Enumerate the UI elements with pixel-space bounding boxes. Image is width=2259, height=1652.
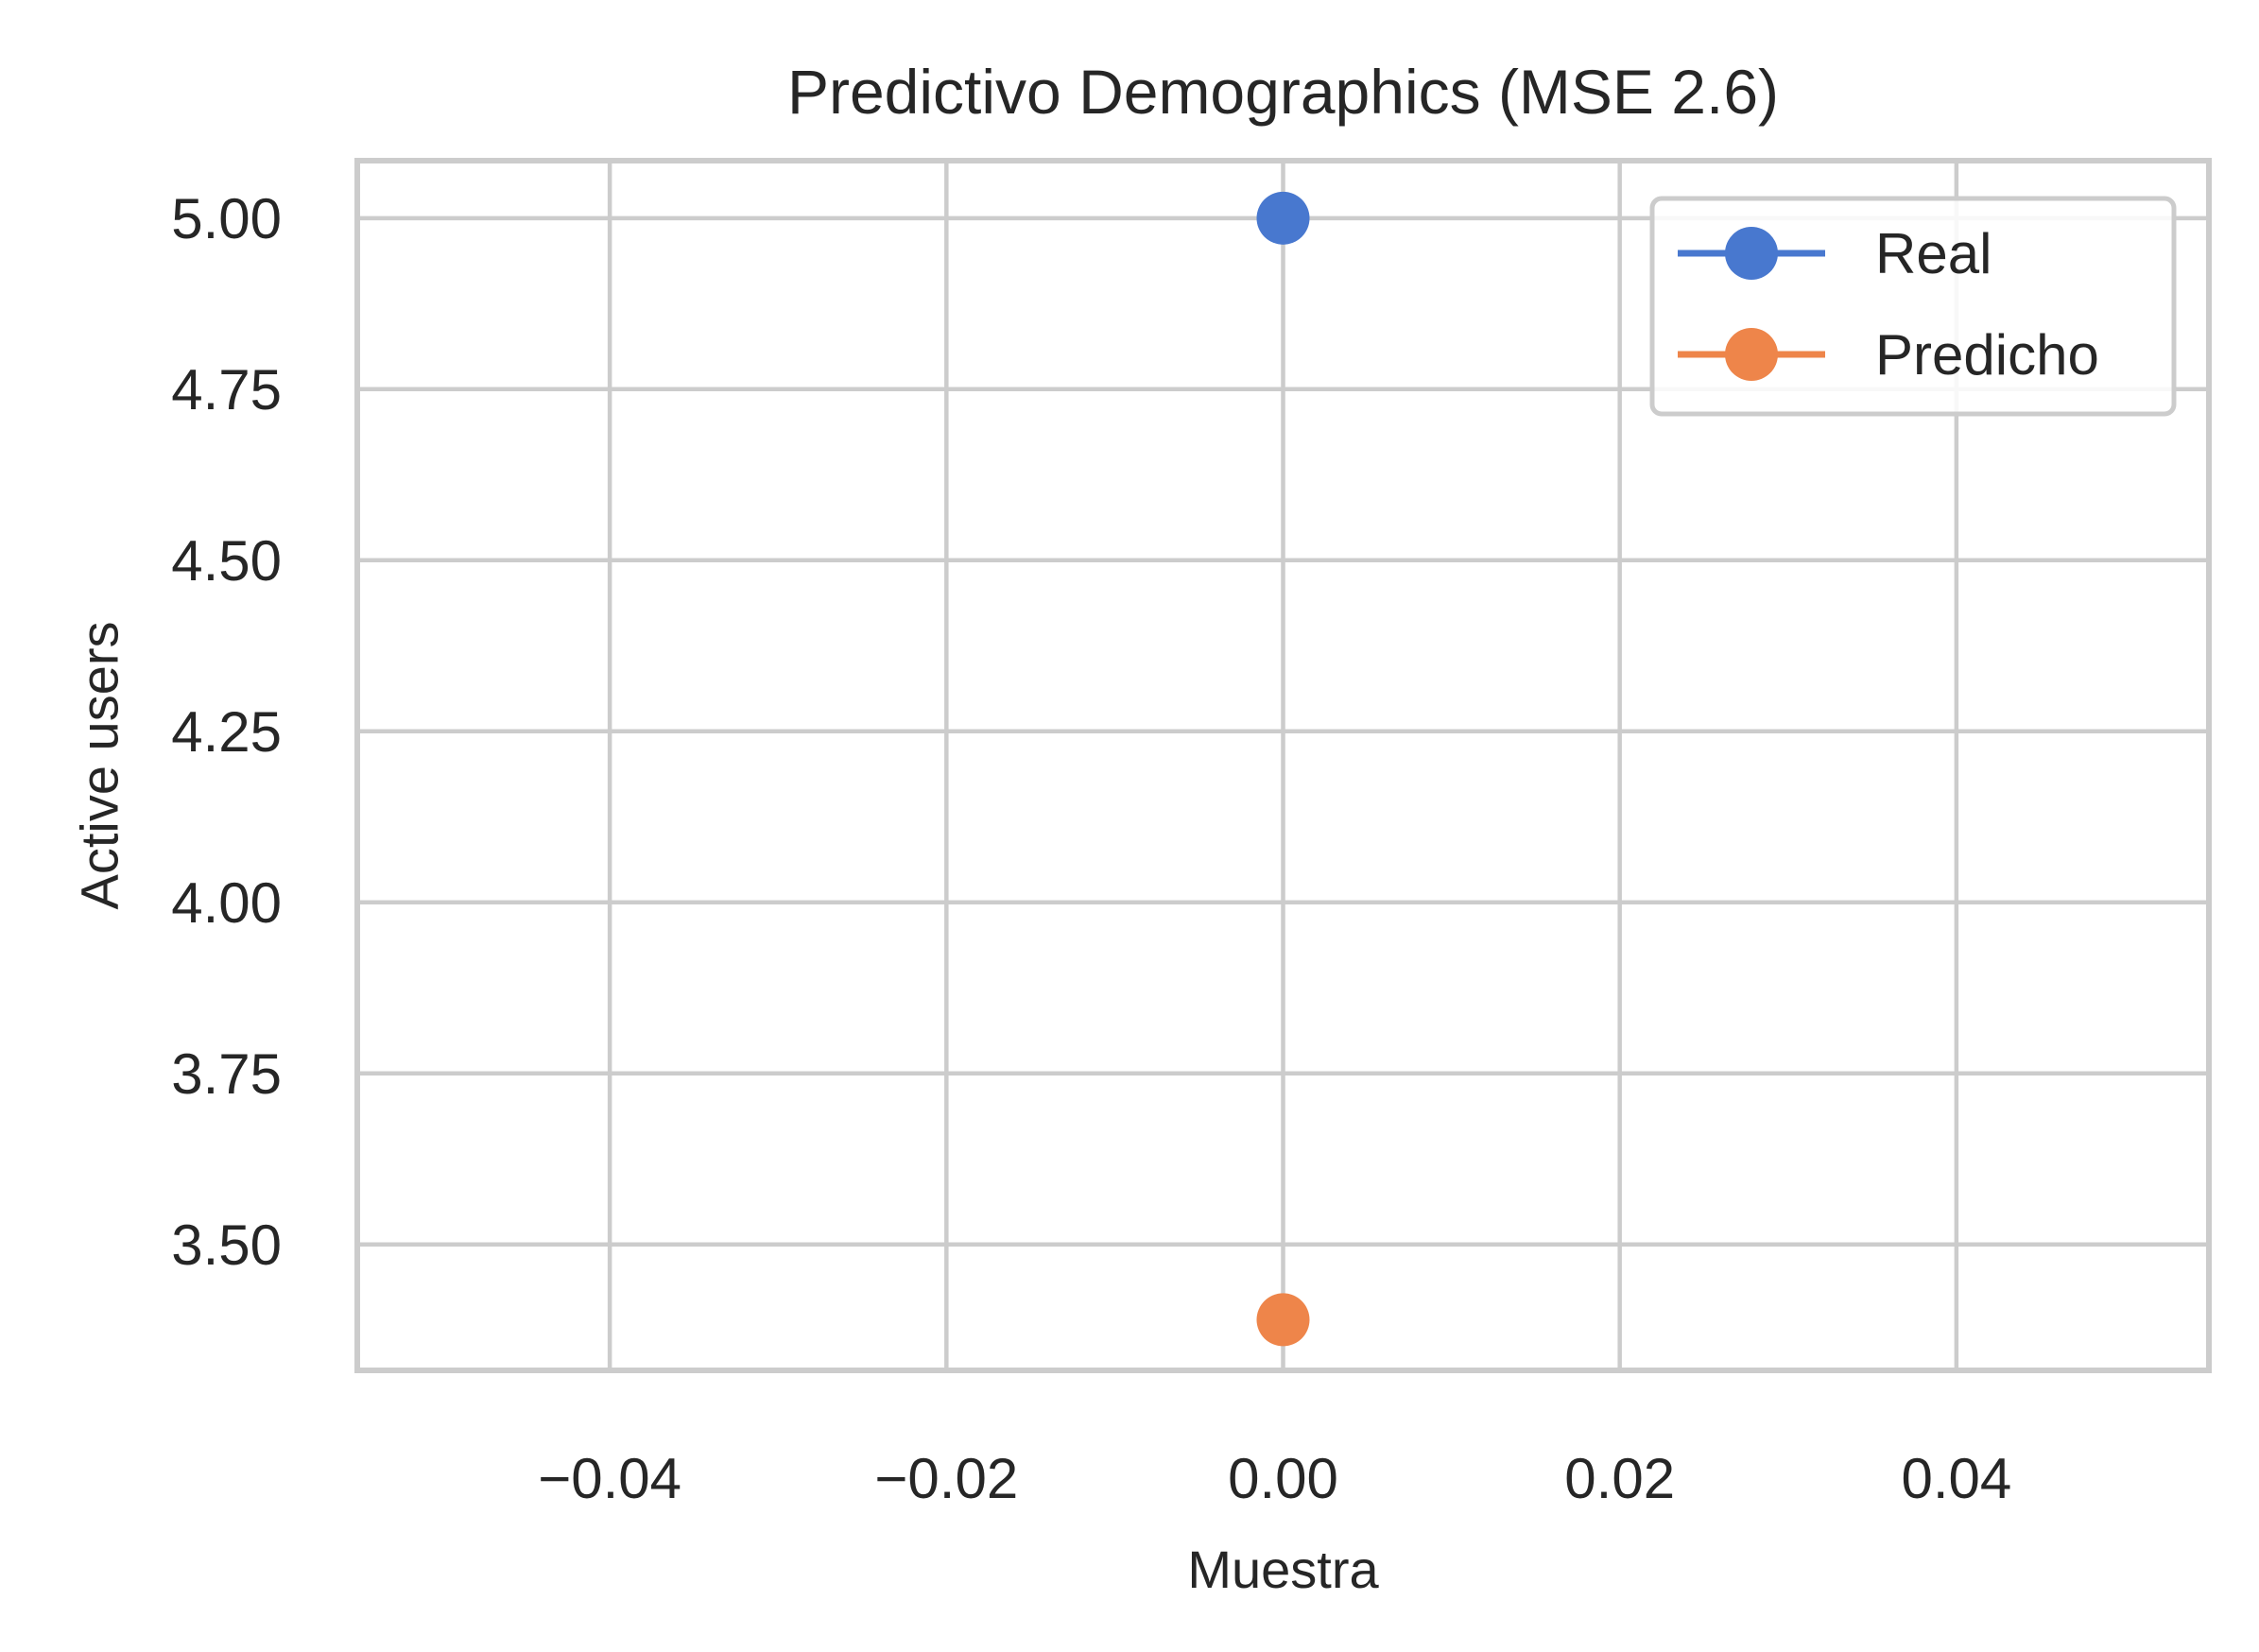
x-tick-label: −0.04 bbox=[538, 1447, 681, 1510]
x-tick-label: −0.02 bbox=[874, 1447, 1018, 1510]
x-tick-label: 0.00 bbox=[1228, 1447, 1338, 1510]
y-tick-label: 4.50 bbox=[171, 529, 282, 593]
x-axis-label: Muestra bbox=[1187, 1540, 1379, 1599]
y-tick-label: 4.75 bbox=[171, 358, 282, 422]
legend-label-real: Real bbox=[1875, 222, 1992, 285]
y-tick-label: 3.50 bbox=[171, 1213, 282, 1277]
chart-title: Predictivo Demographics (MSE 2.6) bbox=[787, 57, 1779, 127]
y-axis-label: Active users bbox=[70, 622, 129, 910]
data-point-predicho bbox=[1256, 1293, 1310, 1347]
y-tick-label: 3.75 bbox=[171, 1042, 282, 1106]
tick-labels: −0.04 −0.02 0.00 0.02 0.04 3.50 3.75 4.00 4.25 4.… bbox=[171, 187, 2011, 1510]
plot-area-frame bbox=[354, 158, 2212, 1373]
data-series bbox=[1256, 191, 1310, 1347]
x-tick-label: 0.04 bbox=[1901, 1447, 2011, 1510]
y-tick-label: 5.00 bbox=[171, 187, 282, 250]
legend: Real Predicho bbox=[1649, 196, 2177, 417]
legend-label-predicho: Predicho bbox=[1875, 323, 2099, 387]
y-tick-label: 4.25 bbox=[171, 700, 282, 764]
y-tick-label: 4.00 bbox=[171, 871, 282, 935]
legend-marker-real bbox=[1725, 227, 1778, 280]
x-tick-label: 0.02 bbox=[1564, 1447, 1675, 1510]
data-point-real bbox=[1256, 191, 1310, 245]
legend-marker-predicho bbox=[1725, 328, 1778, 381]
